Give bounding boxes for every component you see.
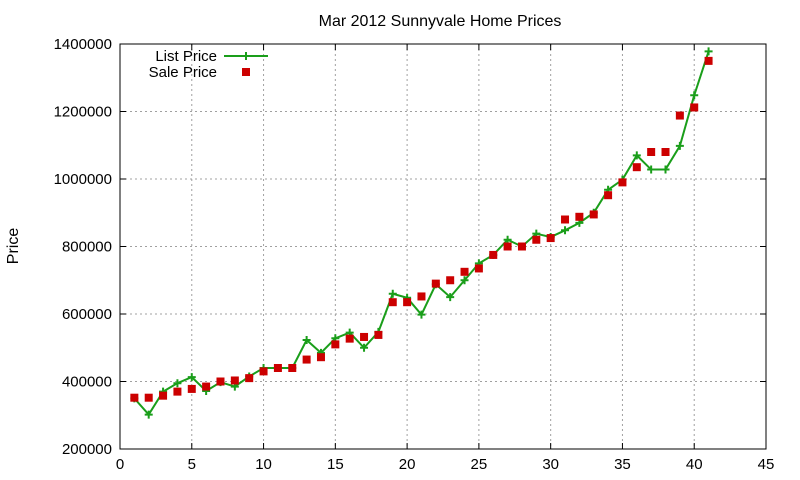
sale-price-point [173,387,182,396]
sale-price-point [302,355,311,364]
sale-price-point [159,391,168,400]
sale-price-point [704,56,713,65]
list-price-point [561,226,570,235]
x-tick-label: 25 [471,456,488,473]
sale-price-point [288,364,297,372]
sale-price-point [575,212,584,221]
sale-price-point [230,376,239,385]
sale-price-point [130,393,139,402]
sale-price-point [632,163,641,172]
y-axis-label: Price [5,228,22,265]
sale-price-point [604,191,613,200]
y-tick-label: 1200000 [54,104,112,121]
list-price-point [417,310,426,319]
sale-price-point [647,148,656,156]
sale-price-point [360,332,369,341]
grid-lines [120,44,766,449]
sale-price-point [460,267,469,276]
sale-price-point [474,264,483,273]
y-tick-label: 400000 [62,374,112,391]
sale-price-point [503,242,512,251]
x-tick-label: 10 [255,456,272,473]
sale-price-point [259,367,268,376]
legend-label-list-price: List Price [155,48,217,65]
sale-price-point [345,334,354,343]
sale-price-point [489,250,498,259]
list-price-point [503,235,512,244]
y-tick-label: 800000 [62,239,112,256]
list-price-point [704,47,713,56]
legend-marker-sale-price [242,68,250,76]
x-tick-label: 15 [327,456,344,473]
x-tick-label: 45 [758,456,775,473]
sale-price-point [374,330,383,339]
legend-marker-list-price [242,52,250,60]
list-price-point [460,276,469,285]
list-price-point [675,141,684,150]
sale-price-point [661,148,670,156]
x-tick-label: 0 [116,456,124,473]
list-price-point [632,151,641,160]
y-tick-label: 200000 [62,441,112,458]
series-layer [130,47,713,419]
sale-price-point [273,364,282,372]
sale-price-point [589,210,598,219]
sale-price-point [144,393,153,402]
list-price-point [187,373,196,382]
sale-price-point [316,353,325,362]
list-price-point [144,410,153,419]
sale-price-point [675,111,684,120]
x-tick-label: 20 [399,456,416,473]
sale-price-point [546,234,555,243]
sale-price-point [245,374,254,383]
list-price-point [446,293,455,302]
sale-price-point [417,292,426,301]
sale-price-point [532,235,541,244]
list-price-point [388,289,397,298]
axes: 0 5 10 15 20 25 30 35 40 45 200000 400000 600000 8000… [54,36,775,473]
list-price-point [360,343,369,352]
sale-price-point [216,377,225,386]
list-price-point [173,379,182,388]
y-tick-label: 1000000 [54,171,112,188]
y-tick-label: 600000 [62,306,112,323]
sale-price-point [517,242,526,251]
y-tick-label: 1400000 [54,36,112,53]
x-tick-label: 5 [188,456,196,473]
sale-price-point [403,298,412,307]
x-tick-label: 35 [614,456,631,473]
list-price-point [690,91,699,100]
sale-price-point [690,103,699,112]
x-tick-label: 40 [686,456,703,473]
sale-price-point [431,279,440,288]
legend-label-sale-price: Sale Price [149,64,217,81]
x-tick-label: 30 [542,456,559,473]
list-price-point [647,165,656,174]
sale-price-point [388,298,397,307]
sale-price-point [331,340,340,349]
chart-title: Mar 2012 Sunnyvale Home Prices [319,13,562,30]
sale-price-point [187,384,196,393]
sale-price-point [446,276,455,285]
list-price-point [661,165,670,174]
sale-price-point [618,178,627,187]
list-price-point [302,335,311,344]
sale-price-point [202,382,211,391]
sale-price-point [561,215,570,224]
